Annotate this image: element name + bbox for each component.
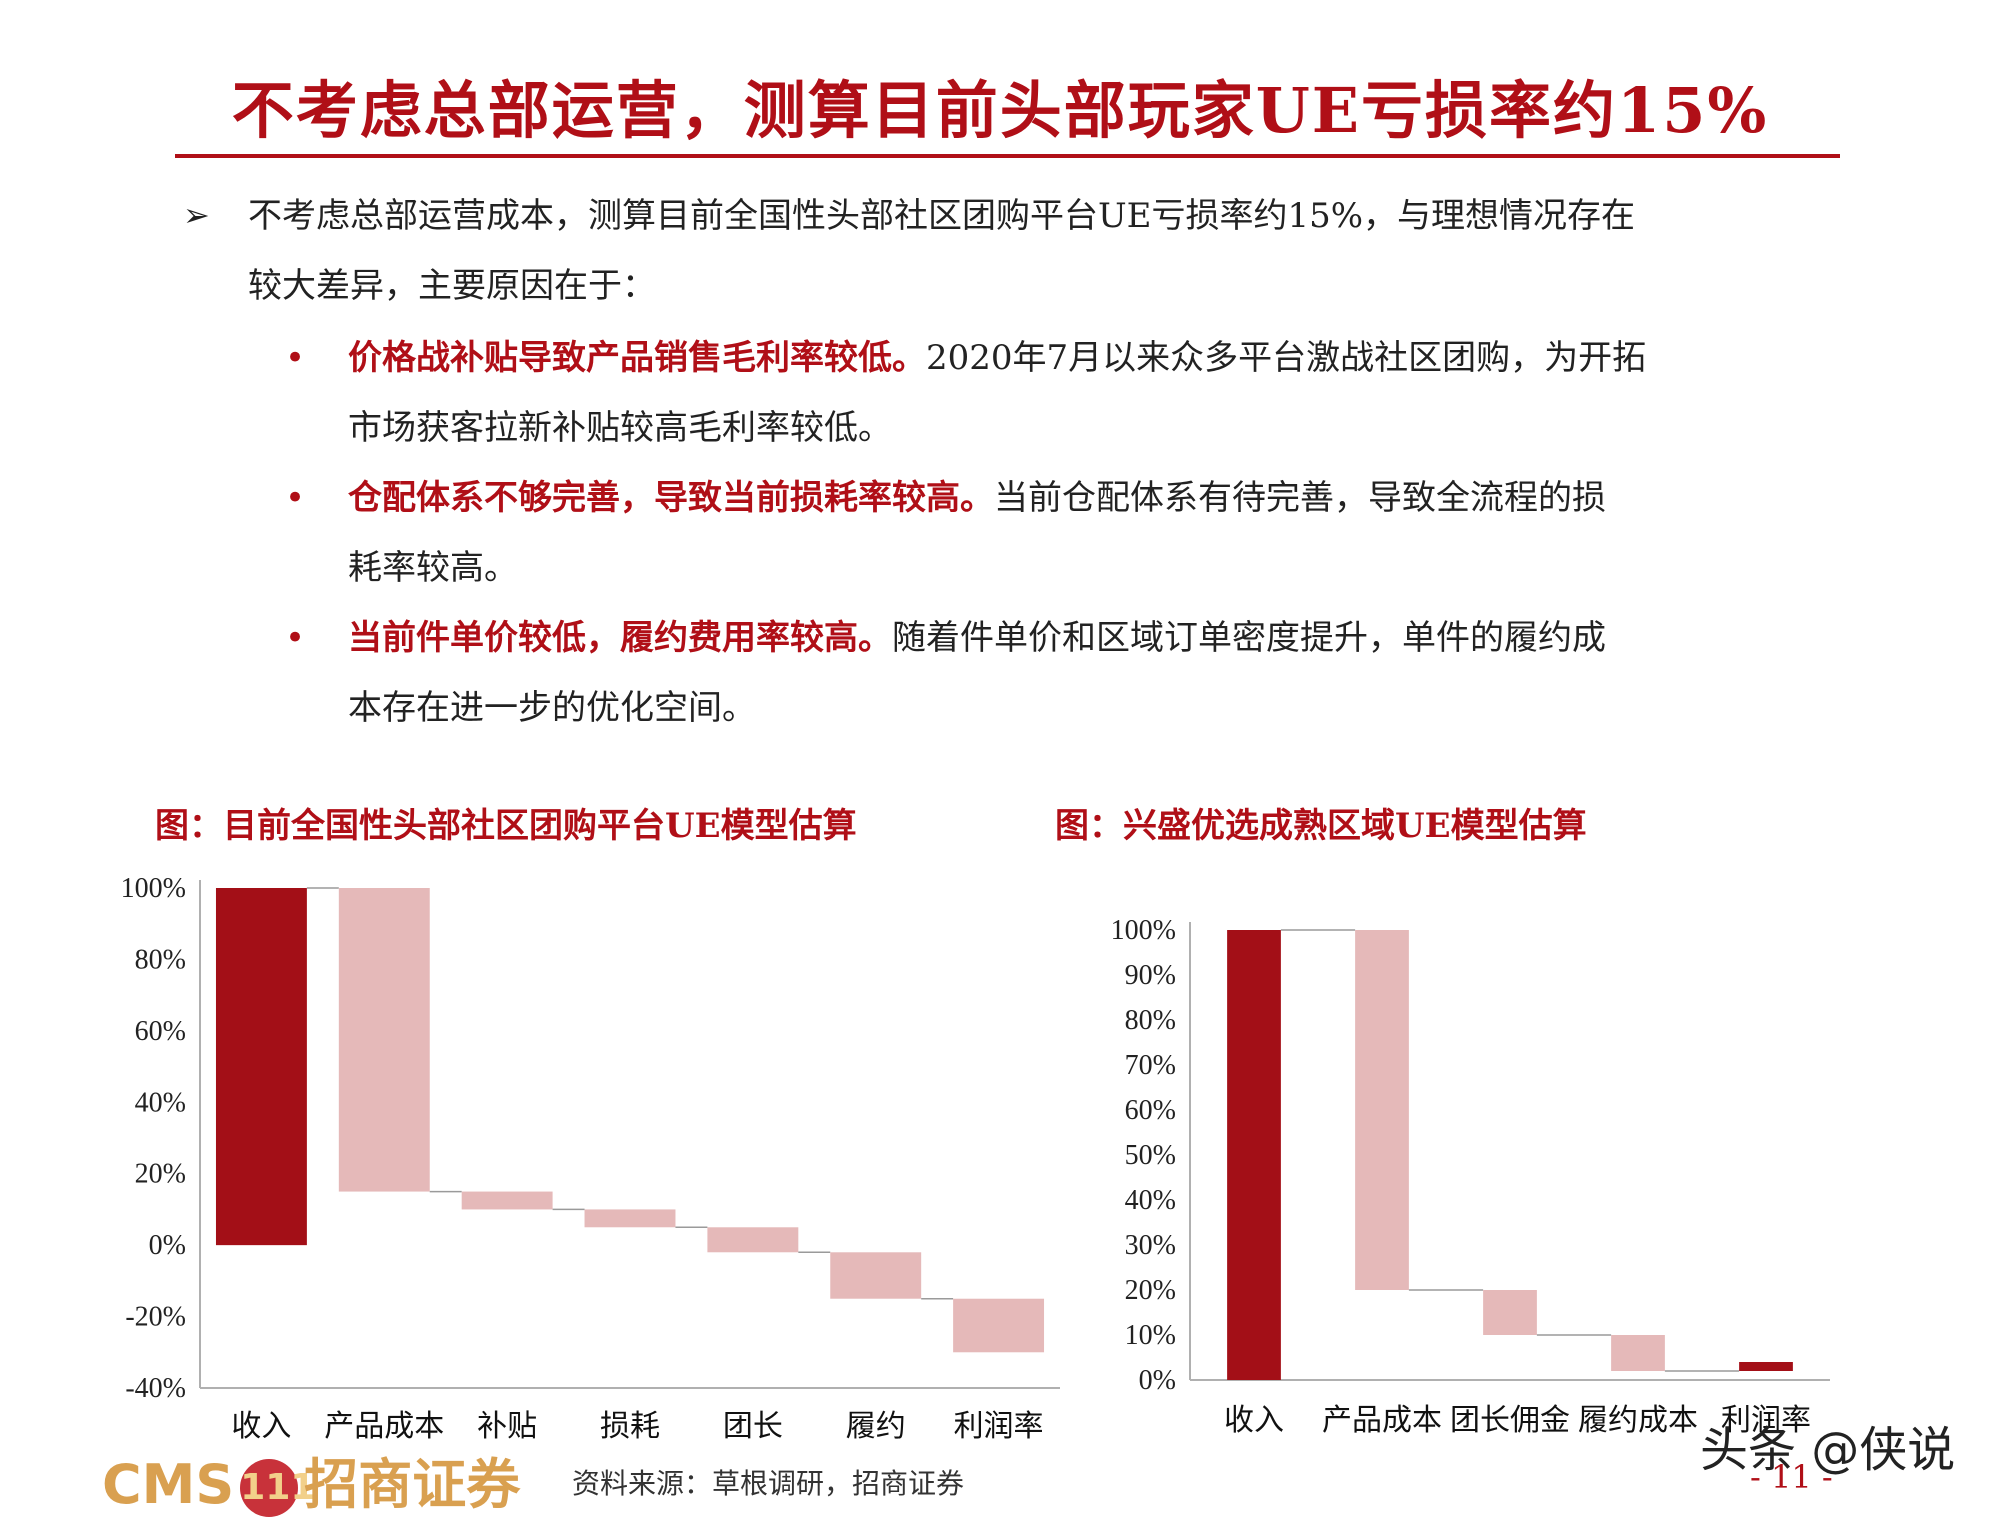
y-tick-label: 10% (1125, 1320, 1176, 1351)
title-divider (175, 154, 1840, 158)
x-category-label: 利润率 (1721, 1404, 1811, 1437)
bullet-2-rest: 当前仓配体系有待完善，导致全流程的损 (994, 478, 1606, 518)
logo-cn: 招商证券 (304, 1453, 521, 1516)
waterfall-bar-5 (1739, 1362, 1793, 1371)
waterfall-bar-6 (830, 1252, 922, 1299)
bullet-1-line-2: 市场获客拉新补贴较高毛利率较低。 (348, 408, 892, 448)
bullet-dot-icon: • (285, 478, 306, 518)
waterfall-bar-4 (1611, 1335, 1665, 1371)
x-category-label: 补贴 (477, 1410, 537, 1443)
y-tick-label: 80% (1125, 1005, 1176, 1036)
y-tick-label: 20% (1125, 1275, 1176, 1306)
y-tick-label: 50% (1125, 1140, 1176, 1171)
x-category-label: 团长佣金 (1450, 1404, 1570, 1437)
x-category-label: 收入 (1224, 1404, 1284, 1437)
source-note: 资料来源：草根调研，招商证券 (572, 1467, 965, 1500)
page-title: 不考虑总部运营，测算目前头部玩家UE亏损率约15% (231, 74, 1769, 147)
chart-1-waterfall: 100% 80% 60% 40% 20% 0% -20% -40% 收入 产品成本 补贴 损耗 团长 履约… (121, 873, 1060, 1443)
y-tick-label: 60% (1125, 1095, 1176, 1126)
page-number: - 11 - (1750, 1458, 1833, 1496)
x-category-label: 履约成本 (1578, 1404, 1698, 1437)
chart-2-title: 图：兴盛优选成熟区域UE模型估算 (1055, 806, 1587, 846)
y-tick-label: 40% (135, 1087, 186, 1118)
intro-line-1: 不考虑总部运营成本，测算目前全国性头部社区团购平台UE亏损率约15%，与理想情况… (248, 196, 1636, 236)
y-tick-label: 70% (1125, 1050, 1176, 1081)
logo-badge-icon: 111 (240, 1459, 315, 1518)
waterfall-bar-3 (461, 1191, 553, 1210)
waterfall-bar-1 (1227, 930, 1281, 1380)
waterfall-bar-5 (707, 1227, 799, 1253)
y-tick-label: 90% (1125, 960, 1176, 991)
arrow-bullet-icon: ➢ (183, 196, 210, 234)
watermark: 头条 @侠说 (1700, 1422, 1956, 1478)
x-category-label: 损耗 (600, 1410, 660, 1443)
waterfall-bar-2 (1355, 930, 1409, 1290)
logo-text: CMS (102, 1453, 235, 1516)
waterfall-bar-2 (338, 888, 430, 1192)
bullet-3-line-1: 当前件单价较低，履约费用率较高。随着件单价和区域订单密度提升，单件的履约成 (348, 618, 1606, 658)
y-tick-label: 30% (1125, 1230, 1176, 1261)
y-tick-label: -40% (125, 1373, 186, 1404)
waterfall-bar-4 (584, 1209, 676, 1228)
y-tick-label: 60% (135, 1016, 186, 1047)
bullet-dot-icon: • (285, 338, 306, 378)
chart-2-waterfall: 100% 90% 80% 70% 60% 50% 40% 30% 20% 10% 0% 收入 产品成本团… (1111, 915, 1830, 1437)
x-category-label: 产品成本 (1322, 1404, 1442, 1437)
bullet-1-rest: 2020年7月以来众多平台激战社区团购，为开拓 (926, 338, 1647, 378)
waterfall-bar-7 (953, 1298, 1045, 1353)
bullet-2-line-2: 耗率较高。 (348, 548, 518, 588)
y-tick-label: 80% (135, 944, 186, 975)
bullet-3-highlight: 当前件单价较低，履约费用率较高。 (348, 618, 892, 658)
y-tick-label: 20% (135, 1159, 186, 1190)
x-category-label: 产品成本 (324, 1410, 444, 1443)
bullet-1-highlight: 价格战补贴导致产品销售毛利率较低。 (348, 338, 926, 378)
bullet-1-line-1: 价格战补贴导致产品销售毛利率较低。2020年7月以来众多平台激战社区团购，为开拓 (348, 338, 1646, 378)
bullet-2-line-1: 仓配体系不够完善，导致当前损耗率较高。当前仓配体系有待完善，导致全流程的损 (348, 478, 1606, 518)
waterfall-bar-1 (215, 888, 307, 1246)
waterfall-bar-3 (1483, 1290, 1537, 1335)
bullet-2-highlight: 仓配体系不够完善，导致当前损耗率较高。 (348, 478, 994, 518)
y-tick-label: -20% (125, 1302, 186, 1333)
company-logo: CMS 111招商证券 (102, 1440, 520, 1519)
y-tick-label: 40% (1125, 1185, 1176, 1216)
bullet-3-line-2: 本存在进一步的优化空间。 (348, 688, 756, 728)
intro-line-2: 较大差异，主要原因在于： (248, 266, 656, 306)
x-category-label: 利润率 (954, 1410, 1044, 1443)
y-tick-label: 0% (1139, 1365, 1176, 1396)
y-tick-label: 100% (1111, 915, 1176, 946)
chart-1-title: 图：目前全国性头部社区团购平台UE模型估算 (155, 806, 857, 846)
x-category-label: 团长 (723, 1410, 783, 1443)
bullet-3-rest: 随着件单价和区域订单密度提升，单件的履约成 (892, 618, 1606, 658)
x-category-label: 履约 (846, 1410, 906, 1443)
x-category-label: 收入 (231, 1410, 291, 1443)
bullet-dot-icon: • (285, 618, 306, 658)
y-tick-label: 100% (121, 873, 186, 904)
y-tick-label: 0% (149, 1230, 186, 1261)
